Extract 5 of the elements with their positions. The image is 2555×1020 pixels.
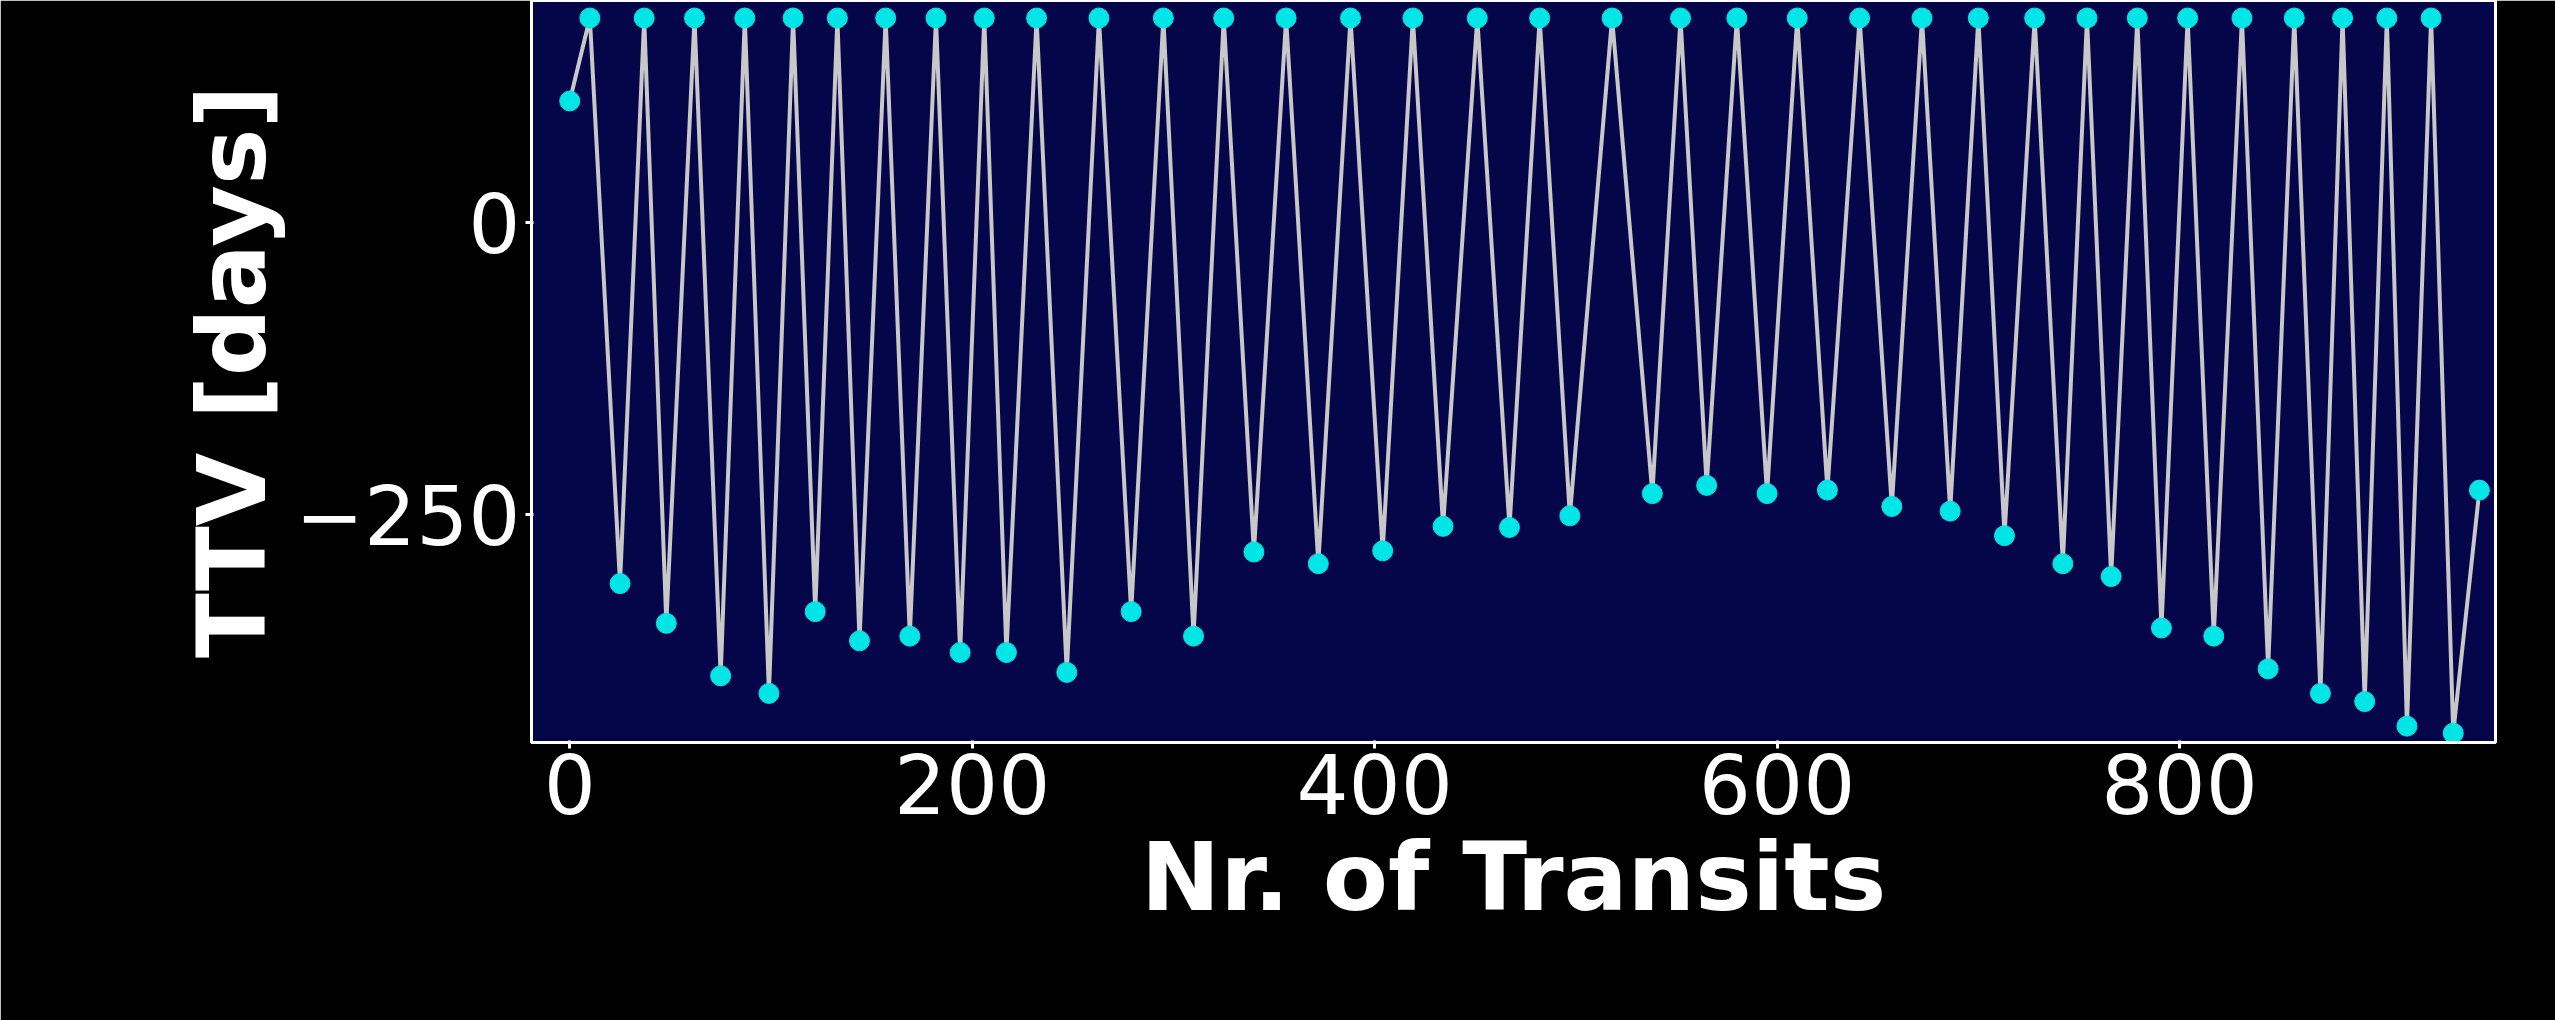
x-tick-label: 200 bbox=[893, 737, 1051, 833]
y-tick-label: −250 bbox=[295, 468, 521, 564]
y-axis-title: TTV [days] bbox=[177, 85, 288, 658]
x-tick-label: 0 bbox=[543, 737, 596, 833]
x-tick-label: 800 bbox=[2101, 737, 2258, 833]
